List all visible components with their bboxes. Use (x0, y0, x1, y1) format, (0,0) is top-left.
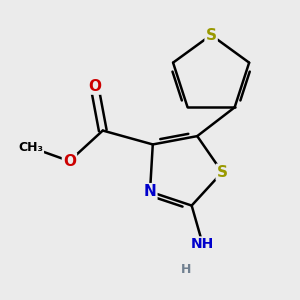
Text: O: O (63, 154, 76, 169)
Text: NH: NH (191, 237, 214, 251)
Text: S: S (206, 28, 217, 43)
Text: O: O (88, 79, 101, 94)
Text: N: N (144, 184, 156, 199)
Text: S: S (217, 165, 228, 180)
Text: H: H (181, 263, 191, 276)
Text: CH₃: CH₃ (18, 141, 43, 154)
